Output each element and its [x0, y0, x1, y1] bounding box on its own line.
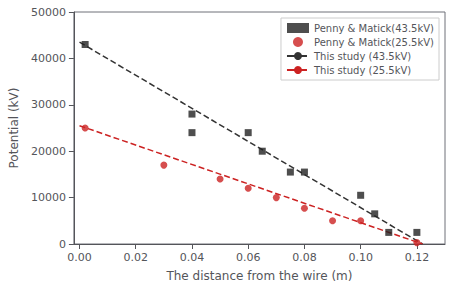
- svg-text:The distance from the wire (m): The distance from the wire (m): [165, 269, 352, 283]
- svg-text:0: 0: [59, 238, 66, 251]
- svg-text:40000: 40000: [31, 52, 66, 65]
- svg-text:Penny & Matick(43.5kV): Penny & Matick(43.5kV): [314, 23, 434, 34]
- svg-text:0.00: 0.00: [67, 251, 92, 264]
- svg-text:Penny & Matick(25.5kV): Penny & Matick(25.5kV): [314, 37, 434, 48]
- svg-text:Potential (kV): Potential (kV): [7, 88, 21, 169]
- svg-text:0.10: 0.10: [348, 251, 373, 264]
- svg-text:30000: 30000: [31, 98, 66, 111]
- svg-text:50000: 50000: [31, 6, 66, 19]
- svg-text:10000: 10000: [31, 191, 66, 204]
- svg-text:20000: 20000: [31, 145, 66, 158]
- svg-text:This study (25.5kV): This study (25.5kV): [313, 65, 411, 76]
- svg-text:0.08: 0.08: [292, 251, 317, 264]
- svg-text:0.02: 0.02: [123, 251, 148, 264]
- svg-text:0.04: 0.04: [180, 251, 205, 264]
- svg-text:0.12: 0.12: [405, 251, 430, 264]
- svg-text:This study (43.5kV): This study (43.5kV): [313, 51, 411, 62]
- svg-text:0.06: 0.06: [236, 251, 260, 264]
